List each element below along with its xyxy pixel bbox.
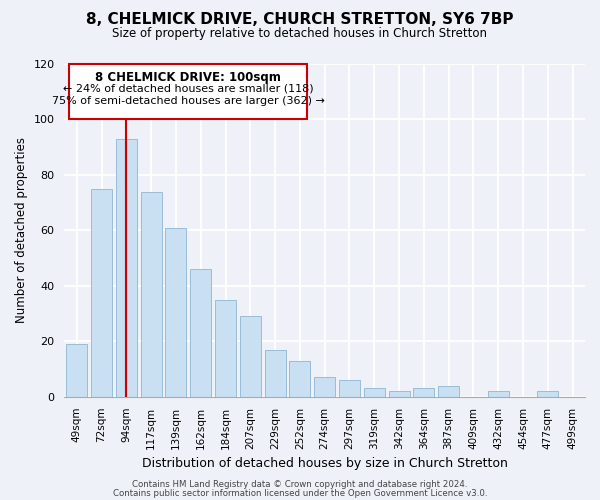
Bar (389, 392, 410, 397)
Text: Size of property relative to detached houses in Church Stretton: Size of property relative to detached ho… (113, 28, 487, 40)
X-axis label: Distribution of detached houses by size in Church Stretton: Distribution of detached houses by size … (142, 457, 508, 470)
Bar (537, 392, 559, 397)
Text: 8 CHELMICK DRIVE: 100sqm: 8 CHELMICK DRIVE: 100sqm (95, 71, 281, 84)
Bar (314, 378, 335, 397)
Bar (240, 316, 261, 397)
Bar (166, 228, 187, 397)
Bar (413, 388, 434, 397)
Text: 75% of semi-detached houses are larger (362) →: 75% of semi-detached houses are larger (… (52, 96, 325, 106)
Bar (190, 269, 211, 397)
Y-axis label: Number of detached properties: Number of detached properties (15, 138, 28, 324)
Text: Contains HM Land Registry data © Crown copyright and database right 2024.: Contains HM Land Registry data © Crown c… (132, 480, 468, 489)
Bar (364, 388, 385, 397)
Bar (66, 344, 88, 397)
Bar (140, 192, 162, 397)
FancyBboxPatch shape (70, 64, 307, 120)
Bar (438, 386, 459, 397)
Bar (488, 392, 509, 397)
Bar (91, 189, 112, 397)
Bar (339, 380, 360, 397)
Bar (265, 350, 286, 397)
Bar (289, 361, 310, 397)
Text: ← 24% of detached houses are smaller (118): ← 24% of detached houses are smaller (11… (63, 84, 314, 94)
Text: 8, CHELMICK DRIVE, CHURCH STRETTON, SY6 7BP: 8, CHELMICK DRIVE, CHURCH STRETTON, SY6 … (86, 12, 514, 28)
Text: Contains public sector information licensed under the Open Government Licence v3: Contains public sector information licen… (113, 488, 487, 498)
Bar (215, 300, 236, 397)
Bar (116, 139, 137, 397)
